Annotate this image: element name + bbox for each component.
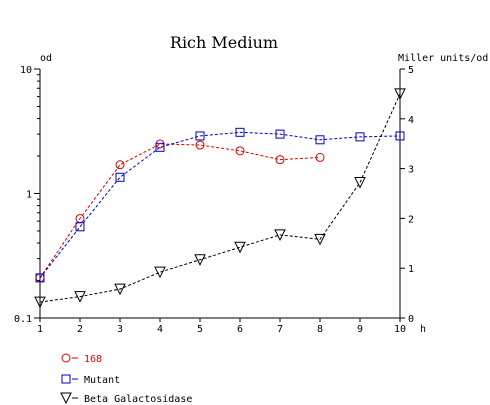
data-point-3 <box>74 291 86 303</box>
data-point-3 <box>34 296 46 309</box>
x-tick-label: 8 <box>317 324 323 335</box>
x-tick-label: 2 <box>77 324 83 335</box>
data-point-2 <box>275 129 285 139</box>
data-point-1 <box>195 140 205 150</box>
data-point-3 <box>274 229 286 241</box>
chart-title: Rich Medium <box>170 33 278 52</box>
x-tick-label: 4 <box>157 324 163 335</box>
left-tick-label: 0.1 <box>14 314 32 325</box>
series-line-1 <box>39 143 321 279</box>
series-lines <box>39 93 401 303</box>
data-point-3 <box>154 266 166 279</box>
x-tick-label: 3 <box>117 324 123 335</box>
legend-marker-2 <box>61 374 71 384</box>
right-tick-label: 4 <box>408 115 414 126</box>
data-point-2 <box>75 222 85 232</box>
left-axis-label: od <box>40 53 52 64</box>
legend-label-3: Beta Galactosidase <box>84 394 192 405</box>
legend: 168 Mutant Beta Galactosidase <box>60 353 192 405</box>
data-point-2 <box>395 131 405 141</box>
data-point-3 <box>354 177 366 189</box>
right-tick-label: 1 <box>408 264 414 275</box>
right-tick-label: 5 <box>408 65 414 76</box>
data-point-2 <box>115 172 125 182</box>
data-point-3 <box>314 233 326 246</box>
right-tick-label: 2 <box>408 214 414 225</box>
data-point-2 <box>35 273 45 283</box>
legend-label-1: 168 <box>84 354 102 365</box>
x-tick-label: 5 <box>197 324 203 335</box>
x-tick-label: 6 <box>237 324 243 335</box>
data-point-2 <box>195 131 205 141</box>
right-tick-label: 0 <box>408 314 414 325</box>
x-tick-label: 10 <box>394 324 406 335</box>
data-point-1 <box>235 146 245 156</box>
series-markers <box>34 88 406 309</box>
data-point-1 <box>315 152 325 162</box>
legend-label-2: Mutant <box>84 375 120 386</box>
x-tick-label: 9 <box>357 324 363 335</box>
x-axis-label: h <box>420 324 426 335</box>
left-tick-label: 10 <box>20 65 32 76</box>
data-point-3 <box>194 254 206 266</box>
data-point-1 <box>275 155 285 165</box>
right-axis-label: Miller units/od <box>398 53 488 64</box>
data-point-2 <box>315 135 325 145</box>
x-tick-label: 1 <box>37 324 43 335</box>
data-point-1 <box>115 160 125 170</box>
left-tick-label: 1 <box>26 190 32 201</box>
data-point-2 <box>355 132 365 142</box>
data-point-3 <box>394 88 406 101</box>
right-tick-label: 3 <box>408 165 414 176</box>
data-point-3 <box>114 283 126 296</box>
x-tick-label: 7 <box>277 324 283 335</box>
series-line-2 <box>39 131 401 279</box>
series-line-3 <box>39 93 401 303</box>
data-point-2 <box>235 127 245 137</box>
data-point-3 <box>234 241 246 254</box>
legend-marker-1 <box>61 353 71 363</box>
legend-marker-3 <box>60 392 72 405</box>
data-point-2 <box>155 142 165 152</box>
